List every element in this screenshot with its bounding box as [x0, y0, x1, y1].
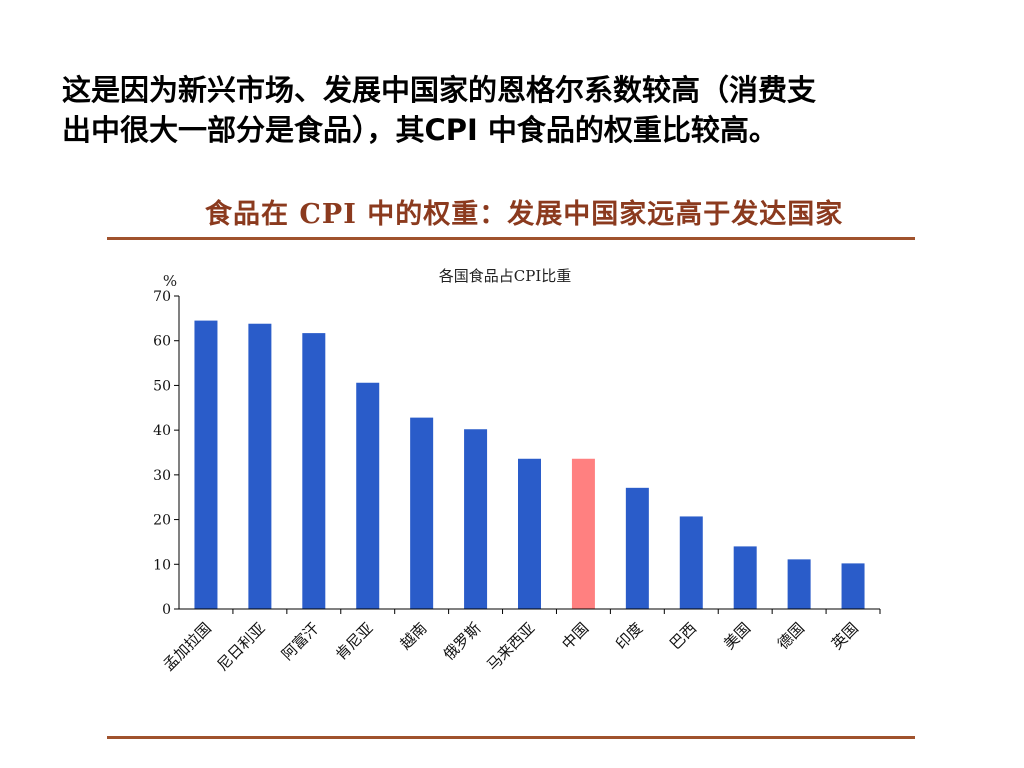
x-tick-label: 中国 [558, 619, 592, 653]
bottom-rule [107, 736, 915, 739]
x-tick-label: 英国 [828, 619, 862, 653]
y-axis-unit-label: % [163, 272, 177, 290]
bars-group [194, 320, 865, 609]
x-tick-label: 俄罗斯 [440, 619, 485, 664]
y-tick-label: 60 [153, 334, 171, 350]
x-tick-label: 阿富汗 [278, 619, 323, 664]
bar [464, 429, 488, 609]
chart-heading: 食品在 CPI 中的权重：发展中国家远高于发达国家 [205, 199, 844, 230]
bar [625, 487, 649, 609]
y-tick-label: 20 [153, 513, 171, 529]
slide-text-line-1: 这是因为新兴市场、发展中国家的恩格尔系数较高（消费支 [62, 73, 817, 107]
y-tick-label: 40 [153, 423, 171, 439]
y-axis: 0 10 20 30 40 50 60 70 [153, 289, 180, 618]
y-tick-label: 0 [162, 602, 171, 618]
bar [787, 559, 811, 609]
y-tick-label: 10 [153, 557, 171, 573]
bar [518, 458, 541, 609]
x-tick-label: 肯尼亚 [332, 619, 377, 664]
y-tick-label: 50 [153, 378, 171, 394]
bar [571, 458, 595, 609]
x-tick-label: 孟加拉国 [160, 619, 215, 674]
bar [356, 382, 380, 609]
bar [841, 563, 865, 609]
x-tick-label: 巴西 [666, 619, 700, 653]
slide-text-line-2: 出中很大一部分是食品），其CPI 中食品的权重比较高。 [62, 113, 778, 147]
chart-title: 各国食品占CPI比重 [439, 267, 572, 285]
bar [248, 323, 272, 609]
bar [302, 333, 326, 609]
bar [679, 516, 703, 609]
slide-text: 这是因为新兴市场、发展中国家的恩格尔系数较高（消费支 出中很大一部分是食品），其… [62, 70, 962, 150]
y-tick-label: 70 [153, 289, 171, 305]
x-tick-label: 马来西亚 [483, 619, 538, 674]
x-tick-label: 印度 [612, 619, 646, 653]
x-tick-label: 尼日利亚 [214, 619, 269, 674]
x-tick-label: 美国 [720, 619, 754, 653]
top-rule [107, 237, 915, 240]
bar [733, 546, 757, 609]
x-tick-label: 德国 [774, 619, 808, 653]
bar [194, 320, 218, 609]
y-tick-label: 30 [153, 468, 171, 484]
x-tick-label: 越南 [397, 619, 431, 653]
bar [410, 417, 434, 609]
